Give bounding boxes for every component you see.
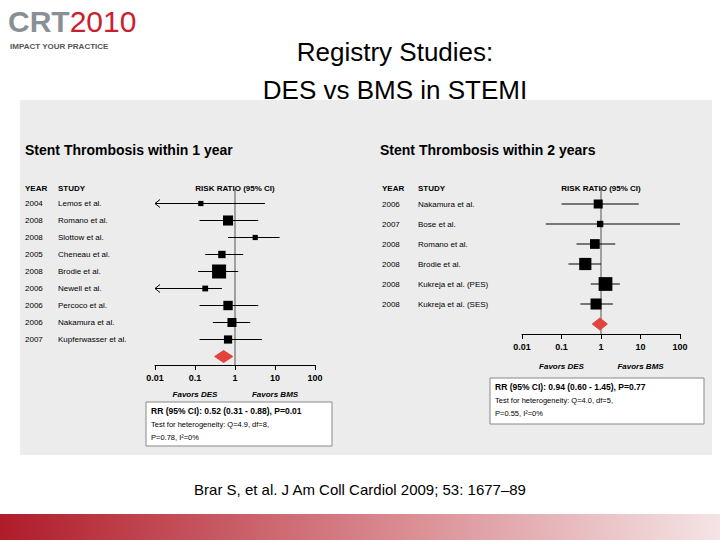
- svg-text:2006: 2006: [25, 284, 43, 293]
- svg-text:100: 100: [672, 342, 687, 352]
- svg-text:Brodie et al.: Brodie et al.: [58, 267, 101, 276]
- svg-text:2008: 2008: [382, 280, 400, 289]
- svg-text:1: 1: [232, 373, 237, 383]
- svg-text:Percoco et al.: Percoco et al.: [58, 301, 107, 310]
- svg-text:Romano et al.: Romano et al.: [418, 240, 468, 249]
- svg-text:2008: 2008: [25, 267, 43, 276]
- svg-text:Cheneau et al.: Cheneau et al.: [58, 250, 110, 259]
- svg-text:YEAR: YEAR: [25, 184, 47, 193]
- svg-text:Kukreja et al. (SES): Kukreja et al. (SES): [418, 300, 489, 309]
- svg-text:RISK RATIO (95% CI): RISK RATIO (95% CI): [195, 184, 275, 193]
- svg-text:2004: 2004: [25, 199, 43, 208]
- svg-text:P=0.55, I²=0%: P=0.55, I²=0%: [495, 409, 543, 418]
- svg-text:DES vs BMS in STEMI: DES vs BMS in STEMI: [263, 75, 527, 105]
- svg-text:0.01: 0.01: [513, 342, 531, 352]
- svg-text:0.1: 0.1: [189, 373, 202, 383]
- svg-text:2006: 2006: [382, 200, 400, 209]
- svg-text:Stent Thrombosis within 2 year: Stent Thrombosis within 2 years: [380, 142, 596, 158]
- svg-text:2008: 2008: [25, 216, 43, 225]
- svg-text:Brodie et al.: Brodie et al.: [418, 260, 461, 269]
- svg-text:100: 100: [307, 373, 322, 383]
- svg-text:STUDY: STUDY: [418, 184, 446, 193]
- svg-text:RR (95% CI): 0.94 (0.60 - 1.45: RR (95% CI): 0.94 (0.60 - 1.45), P=0.77: [495, 382, 646, 392]
- svg-text:Favors DES: Favors DES: [539, 362, 585, 371]
- svg-text:2006: 2006: [25, 301, 43, 310]
- svg-text:Test for heterogeneity: Q=4.0,: Test for heterogeneity: Q=4.0, df=5,: [495, 396, 613, 405]
- svg-text:Favors DES: Favors DES: [173, 390, 219, 399]
- svg-text:2010: 2010: [70, 5, 137, 38]
- svg-text:YEAR: YEAR: [382, 184, 404, 193]
- svg-text:2005: 2005: [25, 250, 43, 259]
- svg-text:IMPACT YOUR PRACTICE: IMPACT YOUR PRACTICE: [10, 42, 109, 51]
- svg-text:RR (95% CI): 0.52 (0.31 - 0.88: RR (95% CI): 0.52 (0.31 - 0.88), P=0.01: [151, 406, 302, 416]
- svg-text:2008: 2008: [382, 240, 400, 249]
- svg-text:Slottow et al.: Slottow et al.: [58, 233, 104, 242]
- svg-text:0.1: 0.1: [555, 342, 568, 352]
- svg-text:P=0.78, I²=0%: P=0.78, I²=0%: [151, 433, 199, 442]
- svg-text:Registry Studies:: Registry Studies:: [297, 37, 494, 67]
- svg-text:Kupferwasser et al.: Kupferwasser et al.: [58, 335, 126, 344]
- svg-text:Romano et al.: Romano et al.: [58, 216, 108, 225]
- svg-text:RISK RATIO (95% CI): RISK RATIO (95% CI): [561, 184, 641, 193]
- svg-text:Favors BMS: Favors BMS: [617, 362, 664, 371]
- svg-text:Nakamura et al.: Nakamura et al.: [58, 318, 114, 327]
- svg-text:1: 1: [598, 342, 603, 352]
- svg-text:Brar S, et al. J Am Coll Cardi: Brar S, et al. J Am Coll Cardiol 2009; 5…: [194, 481, 526, 498]
- svg-text:Bose et al.: Bose et al.: [418, 220, 456, 229]
- svg-text:Stent Thrombosis within 1 year: Stent Thrombosis within 1 year: [25, 142, 233, 158]
- svg-text:2007: 2007: [25, 335, 43, 344]
- svg-text:Lemos et al.: Lemos et al.: [58, 199, 102, 208]
- svg-text:Newell et al.: Newell et al.: [58, 284, 102, 293]
- svg-text:2007: 2007: [382, 220, 400, 229]
- svg-text:2006: 2006: [25, 318, 43, 327]
- svg-text:Kukreja et al. (PES): Kukreja et al. (PES): [418, 280, 489, 289]
- svg-text:CRT: CRT: [8, 5, 70, 38]
- svg-text:10: 10: [635, 342, 645, 352]
- svg-text:2008: 2008: [25, 233, 43, 242]
- svg-text:0.01: 0.01: [146, 373, 164, 383]
- svg-text:2008: 2008: [382, 260, 400, 269]
- svg-text:Nakamura et al.: Nakamura et al.: [418, 200, 474, 209]
- svg-text:10: 10: [270, 373, 280, 383]
- svg-text:Favors BMS: Favors BMS: [252, 390, 299, 399]
- svg-text:Test for heterogeneity: Q=4.9,: Test for heterogeneity: Q=4.9, df=8,: [151, 420, 269, 429]
- svg-text:2008: 2008: [382, 300, 400, 309]
- svg-text:STUDY: STUDY: [58, 184, 86, 193]
